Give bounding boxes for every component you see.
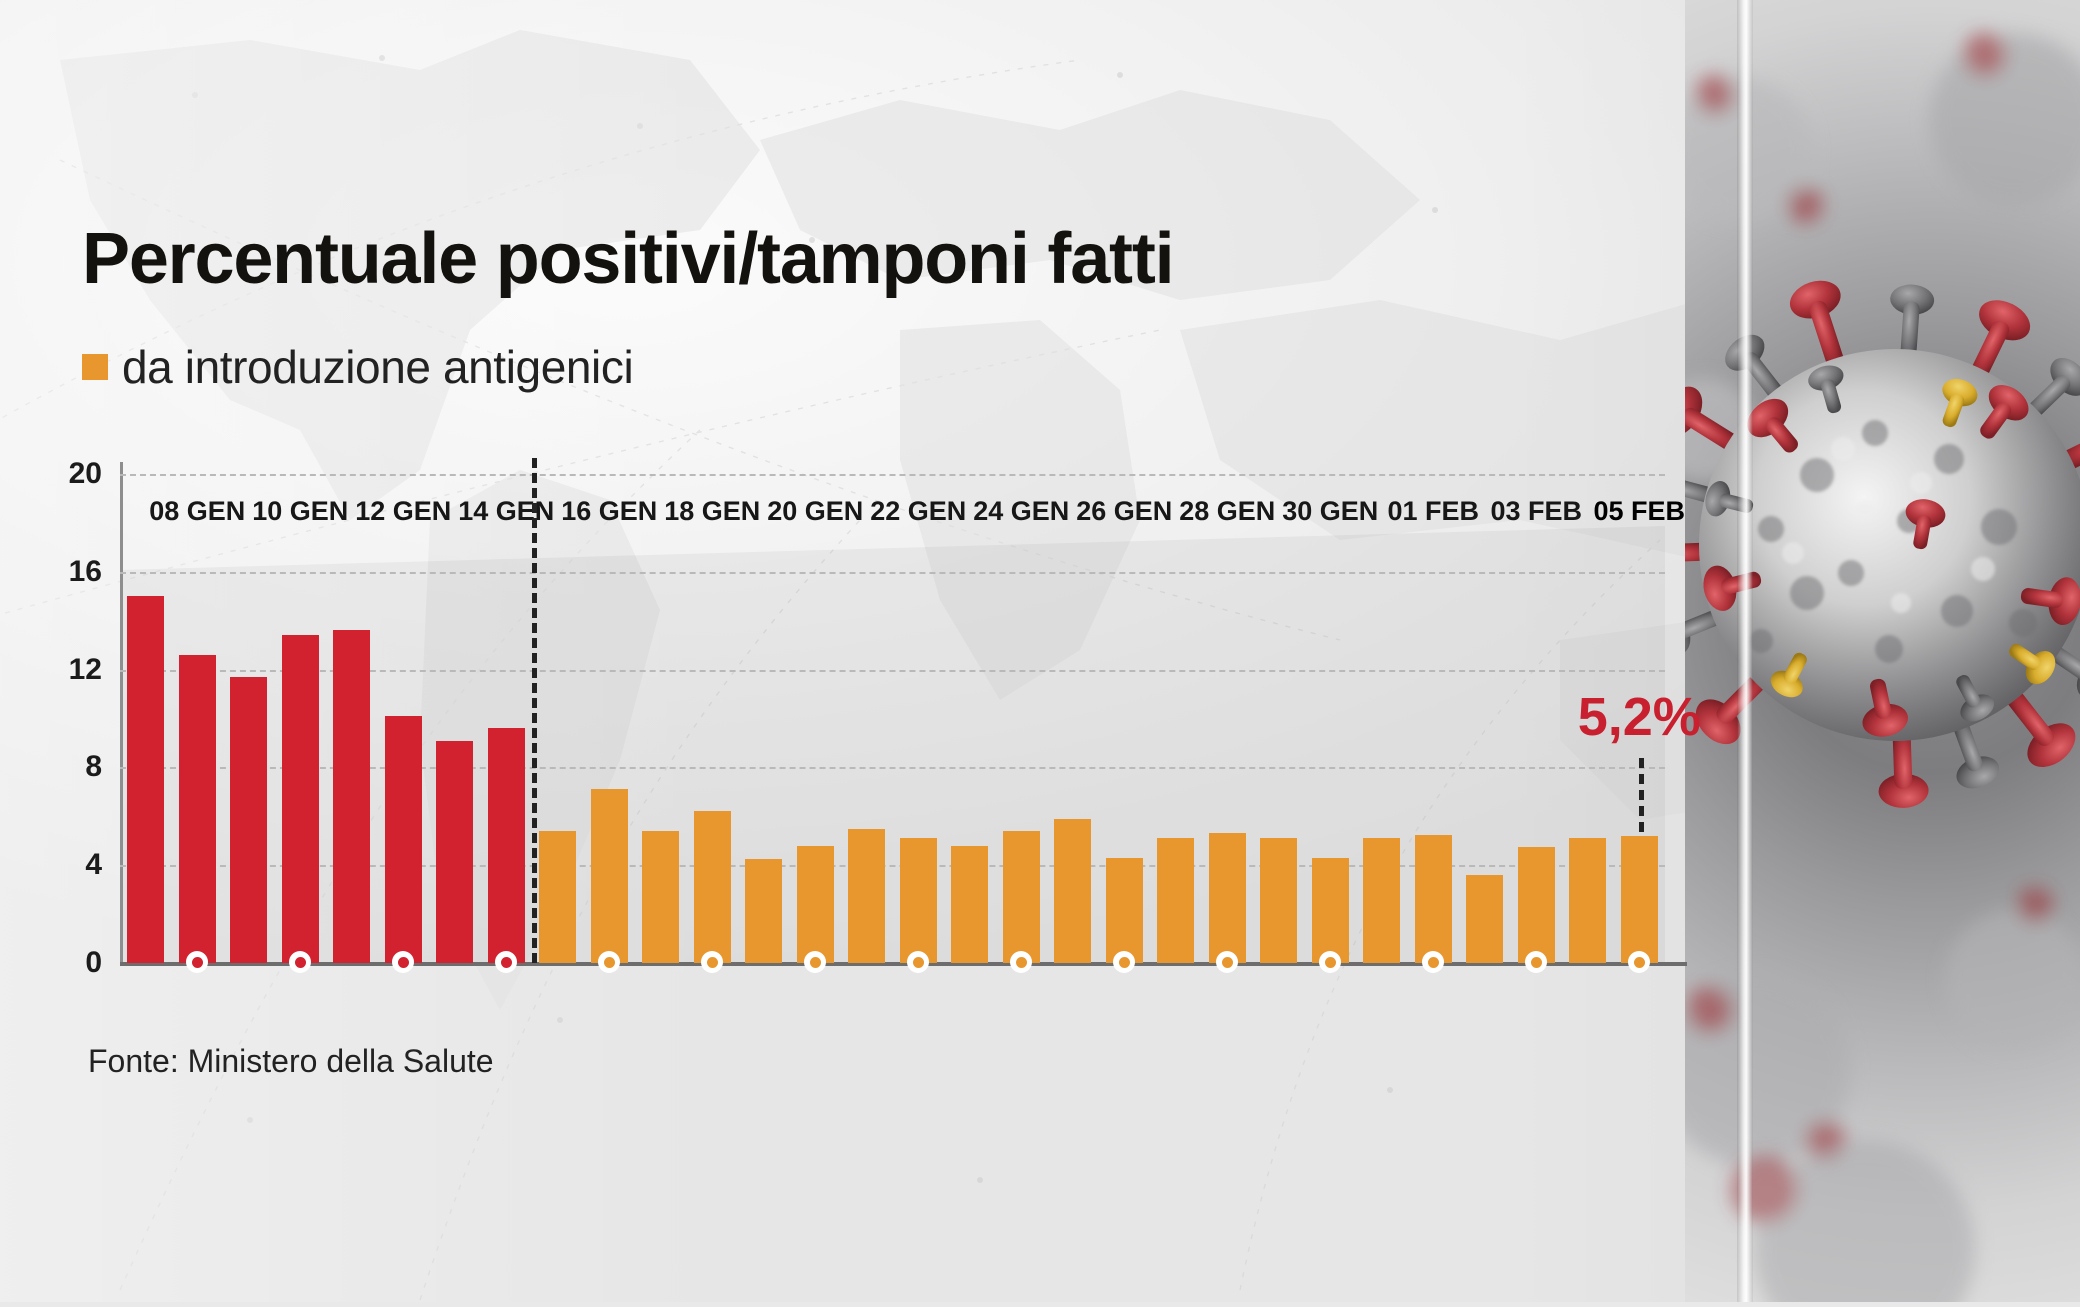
x-axis-tick-label: 03 FEB [1490, 496, 1583, 526]
bar [1363, 838, 1401, 963]
bar-base-marker-icon [289, 951, 312, 973]
bar [1569, 838, 1607, 963]
bar [1105, 857, 1143, 973]
x-axis-tick-label: 12 GEN [355, 496, 452, 526]
bars-group [120, 474, 1665, 973]
y-axis-tick-label: 12 [68, 652, 102, 686]
x-axis-tick-label: 10 GEN [252, 496, 349, 526]
y-axis-line [120, 462, 123, 963]
bar-base-marker-icon [1319, 951, 1342, 973]
x-axis-tick-label: 20 GEN [767, 496, 864, 526]
bar-base-marker-icon [598, 951, 621, 973]
bar-base-marker-icon [1525, 951, 1548, 973]
bar [745, 859, 783, 963]
bar-base-marker-icon [392, 951, 415, 973]
x-axis-tick-label: 22 GEN [870, 496, 967, 526]
gridline [120, 767, 1665, 770]
legend-label: da introduzione antigenici [122, 341, 634, 393]
y-axis-tick-label: 8 [85, 750, 102, 784]
x-axis-tick-label: 08 GEN [149, 496, 246, 526]
bar-base-marker-icon [1628, 951, 1651, 973]
x-axis-tick-label: 01 FEB [1387, 496, 1480, 526]
x-axis-tick-label: 26 GEN [1076, 496, 1173, 526]
chart-legend: da introduzione antigenici [82, 340, 634, 394]
y-axis-tick-label: 4 [85, 848, 102, 882]
x-axis-tick-label: 28 GEN [1179, 496, 1276, 526]
x-axis-tick-label: 30 GEN [1282, 496, 1379, 526]
bar [539, 830, 577, 963]
bar [1157, 838, 1195, 963]
bar [796, 845, 834, 973]
bar [127, 596, 165, 963]
x-axis-line [120, 962, 1687, 966]
bar-base-marker-icon [907, 951, 930, 973]
source-note: Fonte: Ministero della Salute [88, 1043, 494, 1079]
gridline [120, 571, 1665, 574]
bar-base-marker-icon [1422, 951, 1445, 973]
bar [333, 630, 371, 963]
y-axis-tick-label: 20 [68, 457, 102, 490]
bar [899, 838, 937, 973]
gridline [120, 669, 1665, 672]
bar [1517, 846, 1555, 973]
x-axis-tick-label: 16 GEN [561, 496, 658, 526]
bar [1208, 833, 1246, 973]
bar [1002, 830, 1040, 973]
last-value-callout: 5,2% [1577, 686, 1701, 747]
coronavirus-illustration [1685, 0, 2080, 1302]
bar [384, 716, 422, 973]
gridline [120, 474, 1665, 476]
bar [1466, 874, 1504, 963]
bar [590, 789, 628, 973]
x-axis-tick-label: 05 FEB [1593, 496, 1686, 526]
bar-base-marker-icon [1216, 951, 1239, 973]
bar [436, 740, 474, 963]
bar-chart-plot: 0 4 8 12 16 20 08 GEN 10 GEN 12 GEN 14 GEN 16 GEN… [69, 457, 1701, 979]
bar [1414, 834, 1452, 973]
x-axis-tick-label: 18 GEN [664, 496, 761, 526]
bar [693, 811, 731, 973]
bar [1620, 835, 1658, 973]
bar-base-marker-icon [701, 951, 724, 973]
bar [848, 828, 886, 963]
bar [1054, 818, 1092, 963]
bar [951, 845, 989, 963]
y-axis-tick-label: 16 [68, 554, 102, 588]
bar [178, 654, 216, 973]
panel-divider [1737, 0, 1753, 1302]
bar [281, 635, 319, 973]
gridline [120, 865, 1665, 868]
x-axis-tick-label: 14 GEN [458, 496, 555, 526]
bar-base-marker-icon [804, 951, 827, 973]
bar [487, 728, 525, 973]
bar [230, 676, 268, 963]
bar-base-marker-icon [186, 951, 209, 973]
bar [1260, 838, 1298, 963]
bar-base-marker-icon [1113, 951, 1136, 973]
bar-base-marker-icon [1010, 951, 1033, 973]
page-title: Percentuale positivi/tamponi fatti [82, 219, 1175, 299]
bar-base-marker-icon [495, 951, 518, 973]
callout-leader-line [1639, 757, 1645, 832]
legend-color-swatch [82, 354, 108, 380]
bar [1311, 857, 1349, 973]
y-axis-tick-label: 0 [85, 946, 102, 979]
antigen-start-divider [532, 458, 537, 963]
x-axis-tick-label: 24 GEN [973, 496, 1070, 526]
bar [642, 830, 680, 963]
